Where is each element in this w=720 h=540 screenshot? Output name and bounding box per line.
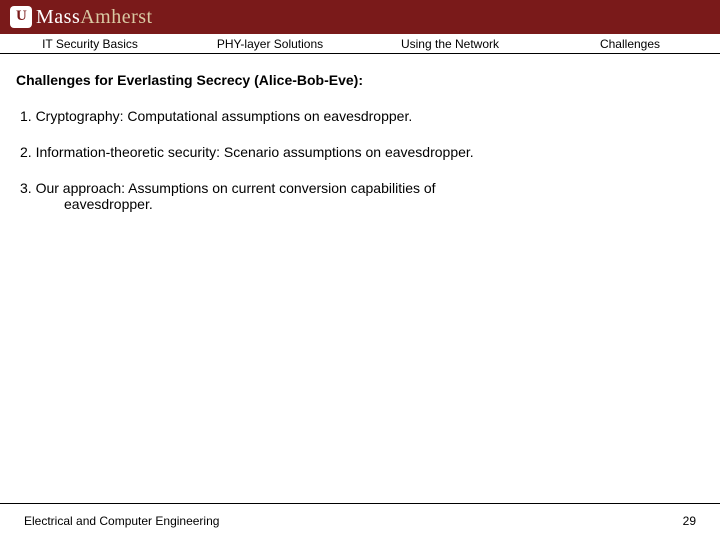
content-area: Challenges for Everlasting Secrecy (Alic…	[0, 54, 720, 212]
list-item-3-line1: 3. Our approach: Assumptions on current …	[20, 180, 436, 196]
list-item-1: 1. Cryptography: Computational assumptio…	[16, 108, 704, 124]
nav-item-using-network[interactable]: Using the Network	[360, 37, 540, 51]
logo-icon	[10, 6, 32, 28]
slide-subtitle: Challenges for Everlasting Secrecy (Alic…	[16, 72, 704, 88]
header-bar: Mass Amherst	[0, 0, 720, 34]
footer: Electrical and Computer Engineering 29	[0, 503, 720, 528]
logo: Mass Amherst	[10, 6, 153, 29]
list-item-3-line2: eavesdropper.	[20, 196, 704, 212]
logo-text-sub: Amherst	[80, 6, 152, 29]
logo-text-main: Mass	[36, 6, 80, 29]
nav-item-phy-layer[interactable]: PHY-layer Solutions	[180, 37, 360, 51]
nav-item-security-basics[interactable]: IT Security Basics	[0, 37, 180, 51]
nav-row: IT Security Basics PHY-layer Solutions U…	[0, 34, 720, 54]
nav-item-challenges[interactable]: Challenges	[540, 37, 720, 51]
list-item-3: 3. Our approach: Assumptions on current …	[16, 180, 704, 212]
footer-department: Electrical and Computer Engineering	[24, 514, 219, 528]
page-number: 29	[683, 514, 696, 528]
list-item-2: 2. Information-theoretic security: Scena…	[16, 144, 704, 160]
